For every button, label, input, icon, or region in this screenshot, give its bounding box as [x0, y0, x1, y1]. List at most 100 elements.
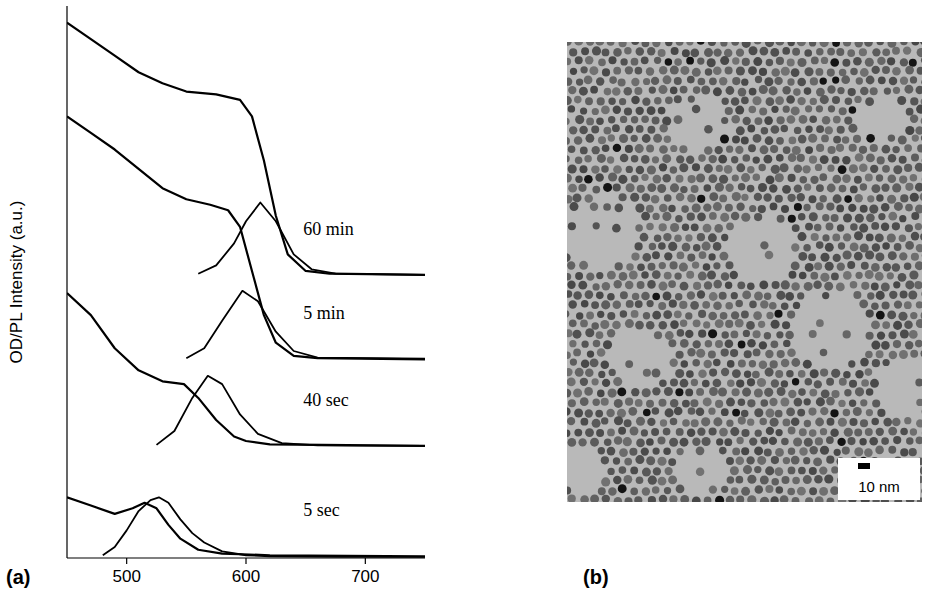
- nanocrystal: [569, 319, 577, 327]
- nanocrystal: [625, 281, 633, 289]
- nanocrystal: [671, 47, 679, 55]
- nanocrystal: [787, 488, 795, 496]
- nanocrystal: [608, 487, 617, 496]
- nanocrystal: [856, 77, 863, 84]
- nanocrystal: [697, 195, 705, 203]
- nanocrystal: [698, 154, 706, 162]
- nanocrystal: [613, 476, 621, 484]
- nanocrystal: [893, 340, 901, 348]
- nanocrystal: [568, 86, 576, 94]
- nanocrystal: [760, 241, 768, 249]
- nanocrystal: [641, 429, 648, 436]
- nanocrystal: [877, 57, 885, 65]
- nanocrystal: [637, 185, 645, 193]
- nanocrystal: [866, 153, 875, 162]
- nanocrystal: [670, 166, 677, 173]
- nanocrystal: [798, 213, 806, 221]
- nanocrystal: [814, 380, 822, 388]
- nanocrystal: [687, 254, 695, 262]
- nanocrystal: [897, 96, 906, 105]
- nanocrystal: [878, 76, 886, 84]
- nanocrystal: [736, 379, 744, 387]
- nanocrystal: [854, 96, 861, 103]
- nanocrystal: [797, 78, 806, 87]
- nanocrystal: [646, 456, 655, 465]
- nanocrystal: [646, 223, 654, 231]
- nanocrystal: [603, 203, 611, 211]
- nanocrystal: [620, 310, 627, 317]
- nanocrystal: [615, 262, 623, 270]
- nanocrystal: [664, 467, 672, 475]
- nanocrystal: [786, 370, 794, 378]
- nanocrystal: [670, 359, 678, 367]
- nanocrystal: [878, 213, 885, 220]
- nanocrystal: [871, 283, 879, 291]
- nanocrystal: [821, 57, 828, 64]
- nanocrystal: [766, 175, 775, 184]
- nanocrystal: [680, 186, 687, 193]
- nanocrystal: [702, 380, 710, 388]
- nanocrystal: [821, 389, 830, 398]
- nanocrystal: [597, 311, 604, 318]
- nanocrystal: [687, 194, 696, 203]
- nanocrystal: [670, 418, 678, 426]
- nanocrystal: [865, 351, 873, 359]
- nanocrystal: [568, 494, 576, 502]
- nanocrystal: [732, 369, 741, 378]
- nanocrystal: [839, 185, 847, 193]
- nanocrystal: [686, 271, 694, 279]
- nanocrystal: [910, 312, 917, 319]
- nanocrystal: [906, 437, 913, 444]
- nanocrystal: [781, 125, 788, 132]
- nanocrystal: [674, 77, 682, 85]
- nanocrystal: [916, 86, 922, 95]
- nanocrystal: [635, 224, 643, 232]
- nanocrystal: [703, 224, 712, 233]
- nanocrystal: [595, 42, 604, 46]
- nanocrystal: [652, 369, 661, 378]
- nanocrystal: [861, 379, 869, 387]
- nanocrystal: [748, 46, 757, 55]
- nanocrystal: [816, 105, 823, 112]
- nanocrystal: [909, 59, 917, 67]
- nanocrystal: [791, 282, 800, 291]
- nanocrystal: [721, 234, 728, 241]
- nanocrystal: [816, 48, 823, 55]
- nanocrystal: [916, 105, 922, 114]
- nanocrystal: [866, 409, 873, 416]
- nanocrystal: [581, 341, 588, 348]
- nanocrystal: [889, 351, 897, 359]
- nanocrystal: [665, 408, 674, 417]
- nanocrystal: [634, 87, 642, 95]
- nanocrystal: [797, 232, 806, 241]
- spectrum-line: [67, 23, 425, 275]
- nanocrystal: [652, 311, 661, 320]
- nanocrystal: [635, 144, 644, 153]
- nanocrystal: [670, 399, 678, 407]
- nanocrystal: [915, 340, 922, 348]
- x-tick-label: 600: [232, 567, 260, 586]
- nanocrystal: [789, 137, 797, 145]
- nanocrystal: [660, 419, 667, 426]
- nanocrystal: [826, 456, 834, 464]
- nanocrystal: [869, 205, 878, 214]
- nanocrystal: [775, 42, 784, 46]
- nanocrystal: [619, 193, 627, 201]
- nanocrystal: [737, 281, 745, 289]
- nanocrystal: [791, 68, 800, 77]
- nanocrystal: [876, 194, 883, 201]
- nanocrystal: [831, 214, 839, 222]
- nanocrystal: [753, 134, 762, 143]
- nanocrystal: [612, 321, 621, 330]
- nanocrystal: [915, 223, 922, 230]
- nanocrystal: [659, 124, 668, 133]
- nanocrystal: [837, 126, 845, 134]
- nanocrystal: [574, 96, 582, 104]
- nanocrystal: [674, 58, 682, 66]
- nanocrystal: [881, 184, 889, 192]
- nanocrystal: [906, 108, 914, 116]
- nanocrystal: [753, 348, 761, 356]
- nanocrystal: [624, 419, 632, 427]
- nanocrystal: [641, 116, 649, 124]
- nanocrystal: [682, 400, 690, 408]
